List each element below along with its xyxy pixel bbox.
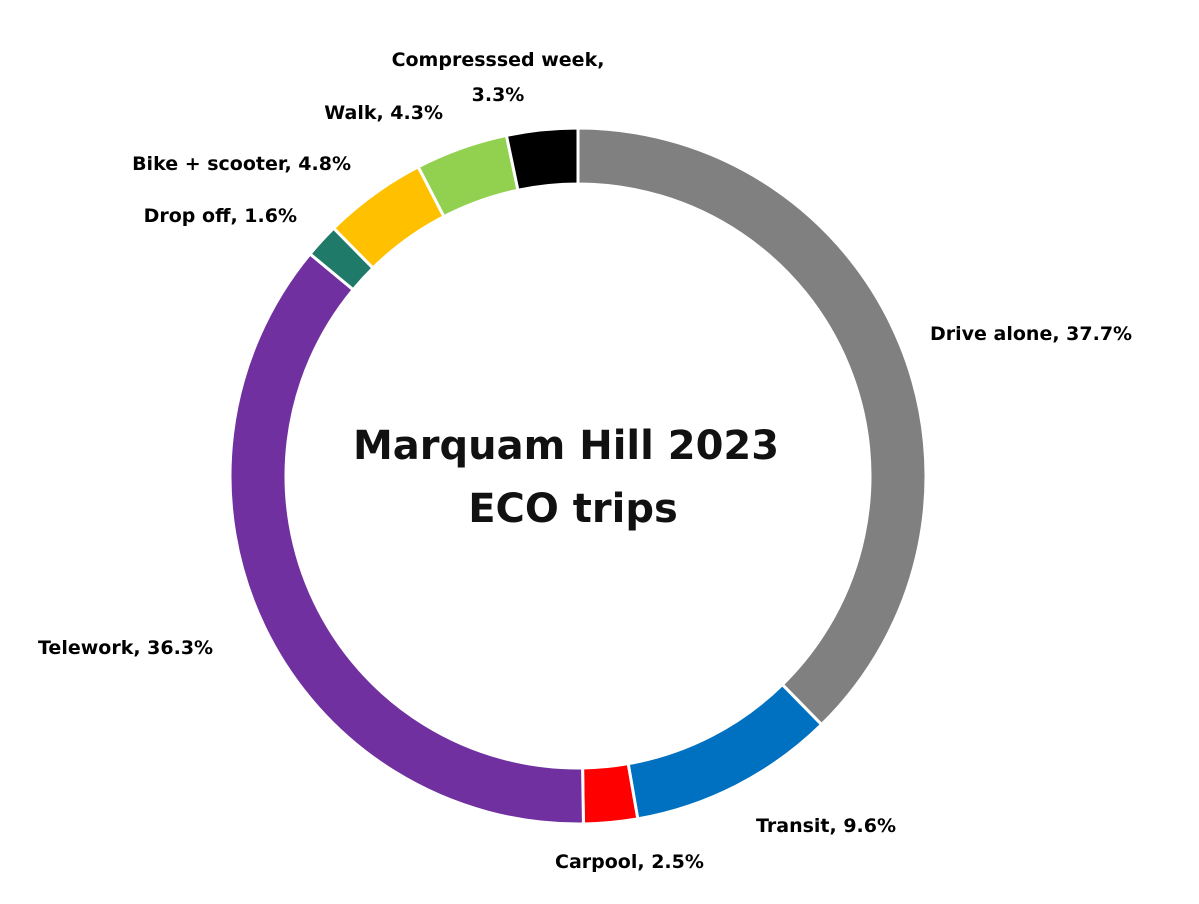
slice-carpool <box>581 761 640 826</box>
label-line: Drop off, 1.6% <box>144 205 297 227</box>
chart-title-line-2: ECO trips <box>468 486 678 532</box>
label-line: Drive alone, 37.7% <box>930 323 1132 345</box>
label-drive-alone: Drive alone, 37.7% <box>930 323 1132 345</box>
label-bike-scooter: Bike + scooter, 4.8% <box>132 153 351 175</box>
donut-slices <box>228 126 928 826</box>
label-drop-off: Drop off, 1.6% <box>144 205 297 227</box>
chart-title: Marquam Hill 2023 ECO trips <box>353 423 793 532</box>
chart-title-line-1: Marquam Hill 2023 <box>353 423 779 469</box>
label-compresssed-week: Compresssed week, 3.3% <box>392 49 605 106</box>
label-line: Telework, 36.3% <box>38 637 213 659</box>
label-line: 3.3% <box>472 84 525 106</box>
label-line: Carpool, 2.5% <box>555 851 704 873</box>
slice-telework <box>228 251 585 826</box>
label-telework: Telework, 36.3% <box>38 637 213 659</box>
label-transit: Transit, 9.6% <box>756 815 896 837</box>
slice-compresssed-week <box>504 126 580 193</box>
slice-transit <box>626 682 824 821</box>
label-line: Compresssed week, <box>392 49 605 71</box>
label-line: Transit, 9.6% <box>756 815 896 837</box>
label-walk: Walk, 4.3% <box>324 102 443 124</box>
label-carpool: Carpool, 2.5% <box>555 851 704 873</box>
label-line: Bike + scooter, 4.8% <box>132 153 351 175</box>
label-line: Walk, 4.3% <box>324 102 443 124</box>
slice-labels: Drive alone, 37.7% Transit, 9.6% Carpool, … <box>38 49 1132 873</box>
